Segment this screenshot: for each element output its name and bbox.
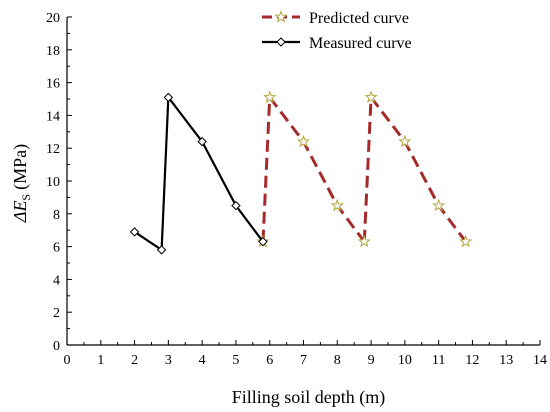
x-tick-label: 3 [165,353,172,368]
x-tick-label: 12 [465,353,479,368]
legend-predicted-swatch-marker [274,10,288,23]
series [129,90,473,255]
y-tick-label: 6 [53,241,60,256]
measured-curve-series [129,92,268,255]
predicted-point-marker [459,234,473,248]
y-tick-label: 0 [53,339,60,354]
legend: Predicted curve Measured curve [262,10,412,52]
legend-measured-label: Measured curve [309,35,412,52]
y-tick-label: 20 [46,11,60,26]
y-axis-title-subscript: S [19,194,33,201]
y-axis-title-main: ΔE [10,201,30,224]
predicted-curve-series [256,90,473,248]
x-tick-label: 14 [533,353,547,368]
predicted-curve-line [362,97,373,242]
x-tick-label: 7 [300,353,307,368]
x-tick-label: 10 [398,353,412,368]
y-tick-label: 18 [46,44,60,59]
measured-point-marker [163,92,174,103]
legend-measured-swatch-marker [276,37,286,47]
predicted-point-marker [263,90,277,103]
x-tick-label: 4 [199,353,206,368]
y-tick-label: 4 [53,273,60,288]
x-tick-label: 6 [266,353,273,368]
x-tick-label: 0 [64,353,71,368]
predicted-curve-line [268,96,366,243]
y-tick-label: 10 [46,175,60,190]
measured-point-marker [129,227,140,237]
predicted-point-marker [364,90,378,103]
predicted-point-marker [432,198,446,212]
x-tick-label: 2 [131,353,138,368]
y-tick-label: 2 [53,306,60,321]
x-tick-label: 11 [432,353,445,368]
measured-point-marker [156,245,167,255]
measured-curve-line [133,94,264,252]
y-tick-label: 14 [46,109,60,124]
x-tick-label: 1 [97,353,104,368]
x-tick-label: 9 [368,353,375,368]
measured-point-marker [231,200,241,211]
x-axis-title: Filling soil depth (m) [232,387,386,408]
predicted-curve-line [369,96,467,243]
y-axis-title-unit: (MPa) [10,144,31,190]
predicted-point-marker [330,198,344,212]
y-tick-label: 16 [46,77,60,92]
x-tick-label: 8 [334,353,341,368]
predicted-point-marker [296,134,311,148]
svg-text:ΔES(MPa): ΔES (MPa) [10,144,33,223]
y-tick-label: 8 [53,208,60,223]
axes [66,17,540,346]
measured-point-marker [197,136,207,147]
x-tick-label: 5 [232,353,239,368]
legend-predicted-label: Predicted curve [309,10,409,27]
y-axis-title: ΔES (MPa) [10,144,33,223]
predicted-curve-line [261,97,272,242]
predicted-point-marker [357,234,371,248]
x-tick-label: 13 [499,353,513,368]
predicted-point-marker [398,134,412,148]
y-tick-label: 12 [46,142,60,157]
measured-point-marker [258,236,268,247]
